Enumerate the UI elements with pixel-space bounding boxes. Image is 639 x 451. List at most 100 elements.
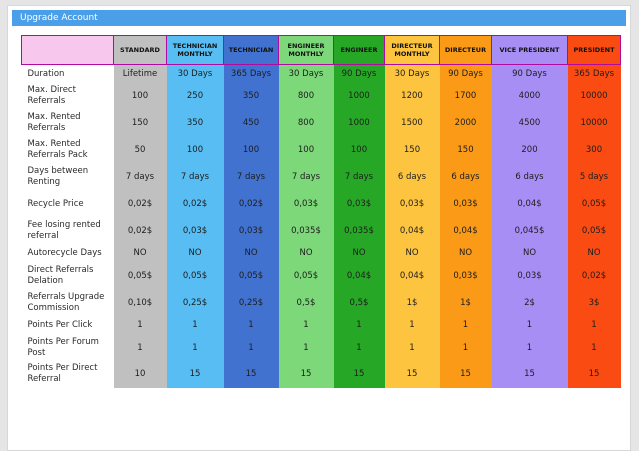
plan-value-cell: 0,05$	[567, 190, 621, 218]
plan-value-cell: 10000	[567, 109, 621, 137]
row-label: Max. Rented Referrals	[21, 109, 114, 137]
plan-value-cell: 0,03$	[223, 217, 279, 245]
row-label: Referrals Upgrade Commission	[21, 289, 114, 317]
plan-value-cell: 6 days	[384, 163, 440, 191]
plan-value-cell: 7 days	[223, 163, 279, 191]
plan-value-cell: 1	[223, 334, 279, 362]
row-label: Points Per Forum Post	[21, 334, 114, 362]
plan-value-cell: 0,02$	[113, 190, 167, 218]
plan-value-cell: 15	[384, 361, 440, 388]
table-row: Autorecycle Days NO NO NO NO NO NO NO NO NO	[21, 244, 621, 263]
plan-value-cell: 15	[278, 361, 334, 388]
plan-header: ENGINEER	[333, 35, 385, 65]
plan-value-cell: 90 Days	[333, 64, 385, 83]
plan-value-cell: 1	[384, 316, 440, 335]
plan-value-cell: 1	[384, 334, 440, 362]
plan-value-cell: 100	[113, 83, 167, 110]
plan-value-cell: 0,03$	[439, 190, 492, 218]
plan-header: ENGINEER MONTHLY	[278, 35, 334, 65]
table-row: Max. Rented Referrals 150 350 450 800 1000 150…	[21, 109, 621, 137]
plan-value-cell: 1$	[384, 289, 440, 317]
plan-value-cell: Lifetime	[113, 64, 167, 83]
plan-value-cell: 1	[567, 334, 621, 362]
plan-value-cell: 1	[439, 316, 492, 335]
plan-value-cell: 0,02$	[567, 262, 621, 290]
plan-value-cell: 4000	[491, 83, 568, 110]
plan-value-cell: 365 Days	[223, 64, 279, 83]
plan-value-cell: 1	[491, 334, 568, 362]
row-label: Direct Referrals Delation	[21, 262, 114, 290]
plans-body: Duration Lifetime 30 Days 365 Days 30 Days 90…	[21, 64, 621, 388]
plan-value-cell: 1	[113, 334, 167, 362]
plans-header-row: STANDARD TECHNICIAN MONTHLY TECHNICIAN E…	[21, 35, 621, 65]
table-row: Direct Referrals Delation 0,05$ 0,05$ 0,05$…	[21, 262, 621, 290]
plan-value-cell: 0,05$	[113, 262, 167, 290]
plan-value-cell: 250	[166, 83, 224, 110]
plan-value-cell: 1	[223, 316, 279, 335]
table-row: Max. Direct Referrals 100 250 350 800 1000 120…	[21, 83, 621, 110]
header-corner-cell	[21, 35, 114, 65]
plan-value-cell: 350	[166, 109, 224, 137]
row-label: Points Per Direct Referral	[21, 361, 114, 388]
plan-value-cell: 50	[113, 136, 167, 164]
plan-header: VICE PRESIDENT	[491, 35, 568, 65]
plan-value-cell: 15	[166, 361, 224, 388]
plan-value-cell: 15	[223, 361, 279, 388]
plan-header: PRESIDENT	[567, 35, 621, 65]
plan-value-cell: 1	[491, 316, 568, 335]
plan-value-cell: 100	[223, 136, 279, 164]
table-row: Points Per Direct Referral 10 15 15 15 15 15 15…	[21, 361, 621, 388]
row-label: Max. Direct Referrals	[21, 83, 114, 110]
plan-value-cell: NO	[384, 244, 440, 263]
plan-value-cell: 0,02$	[113, 217, 167, 245]
plan-value-cell: NO	[491, 244, 568, 263]
table-row: Duration Lifetime 30 Days 365 Days 30 Days 90…	[21, 64, 621, 83]
plan-value-cell: 0,25$	[223, 289, 279, 317]
row-label: Recycle Price	[21, 190, 114, 218]
plan-value-cell: 2$	[491, 289, 568, 317]
plan-value-cell: 800	[278, 109, 334, 137]
table-row: Points Per Click 1 1 1 1 1 1 1 1 1	[21, 316, 621, 335]
plan-value-cell: 1	[333, 316, 385, 335]
plan-value-cell: NO	[333, 244, 385, 263]
plan-value-cell: 800	[278, 83, 334, 110]
plan-value-cell: 0,03$	[384, 190, 440, 218]
plan-value-cell: 0,05$	[223, 262, 279, 290]
row-label: Points Per Click	[21, 316, 114, 335]
plans-table: STANDARD TECHNICIAN MONTHLY TECHNICIAN E…	[21, 35, 621, 388]
plan-header: TECHNICIAN MONTHLY	[166, 35, 224, 65]
plan-value-cell: 0,10$	[113, 289, 167, 317]
plan-value-cell: 0,03$	[333, 190, 385, 218]
plan-value-cell: 1	[113, 316, 167, 335]
plan-value-cell: 100	[166, 136, 224, 164]
plan-value-cell: 0,02$	[223, 190, 279, 218]
plan-value-cell: 1200	[384, 83, 440, 110]
plan-value-cell: 15	[333, 361, 385, 388]
plan-value-cell: NO	[439, 244, 492, 263]
row-label: Autorecycle Days	[21, 244, 114, 263]
plan-value-cell: NO	[113, 244, 167, 263]
plan-header: DIRECTEUR	[439, 35, 492, 65]
panel-title: Upgrade Account	[12, 10, 626, 26]
plan-value-cell: 5 days	[567, 163, 621, 191]
plan-header: STANDARD	[113, 35, 167, 65]
plan-value-cell: 0,035$	[333, 217, 385, 245]
plan-value-cell: 7 days	[333, 163, 385, 191]
plan-value-cell: 1	[278, 334, 334, 362]
plan-value-cell: 7 days	[278, 163, 334, 191]
plan-value-cell: 150	[113, 109, 167, 137]
plan-value-cell: 1	[166, 316, 224, 335]
plan-value-cell: 0,5$	[333, 289, 385, 317]
plan-value-cell: 15	[491, 361, 568, 388]
plan-value-cell: 0,045$	[491, 217, 568, 245]
plan-value-cell: 6 days	[439, 163, 492, 191]
plan-value-cell: 10000	[567, 83, 621, 110]
plan-value-cell: 0,03$	[166, 217, 224, 245]
plan-value-cell: 450	[223, 109, 279, 137]
table-row: Referrals Upgrade Commission 0,10$ 0,25$ 0,…	[21, 289, 621, 317]
plan-value-cell: 0,04$	[439, 217, 492, 245]
plan-value-cell: 90 Days	[439, 64, 492, 83]
row-label: Fee losing rented referral	[21, 217, 114, 245]
plan-value-cell: 0,04$	[333, 262, 385, 290]
plan-value-cell: 0,03$	[491, 262, 568, 290]
